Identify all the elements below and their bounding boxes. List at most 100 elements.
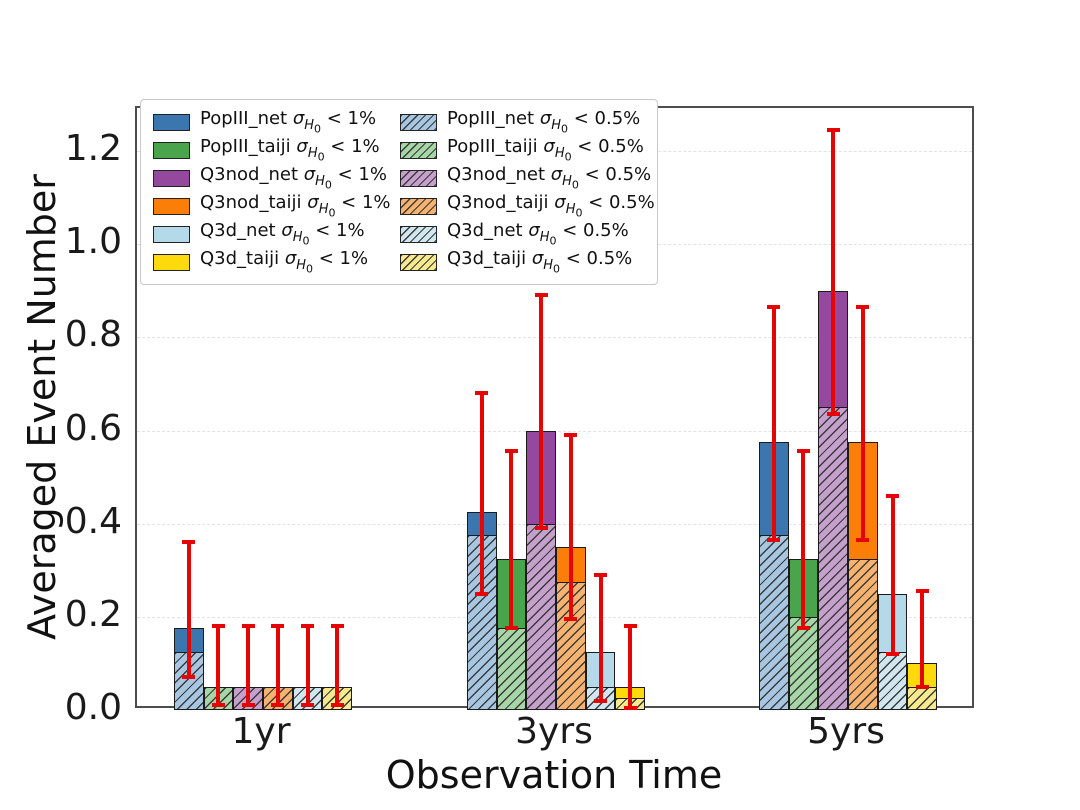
error-cap-top bbox=[211, 624, 225, 629]
error-bar-Q3nod_net-1yr bbox=[246, 626, 251, 706]
error-cap-bottom bbox=[856, 537, 870, 542]
legend-item-Q3d_taiji-solid: Q3d_taiji σH0 < 1% bbox=[153, 248, 400, 276]
error-bar-PopIII_net-5yrs bbox=[771, 307, 776, 540]
error-cap-bottom bbox=[915, 684, 929, 689]
x-tick-1yr: 1yr bbox=[231, 711, 291, 752]
bar-PopIII_taiji-constrained-3yrs bbox=[496, 628, 527, 710]
error-bar-PopIII_net-1yr bbox=[186, 542, 191, 678]
legend-label-PopIII_taiji: PopIII_taiji σH0 < 0.5% bbox=[447, 136, 644, 164]
x-axis-label: Observation Time bbox=[385, 753, 723, 797]
legend-swatch-Q3nod_taiji bbox=[400, 197, 437, 215]
error-bar-PopIII_net-3yrs bbox=[479, 393, 484, 594]
error-cap-top bbox=[271, 624, 285, 629]
bar-Q3nod_taiji-constrained-5yrs bbox=[848, 558, 878, 710]
error-cap-top bbox=[623, 624, 637, 629]
legend-swatch-Q3nod_net bbox=[153, 169, 190, 187]
error-cap-top bbox=[767, 305, 781, 310]
y-tick-0.6: 0.6 bbox=[64, 407, 122, 449]
error-cap-bottom bbox=[271, 703, 285, 708]
y-tick-0.8: 0.8 bbox=[64, 314, 122, 356]
bar-PopIII_net-constrained-5yrs bbox=[758, 535, 789, 710]
legend-swatch-Q3d_net bbox=[400, 225, 437, 243]
error-cap-top bbox=[796, 449, 810, 454]
legend-swatch-Q3d_taiji bbox=[400, 253, 437, 271]
error-cap-bottom bbox=[767, 537, 781, 542]
legend-item-Q3nod_taiji-solid: Q3nod_taiji σH0 < 1% bbox=[153, 192, 400, 220]
legend-swatch-Q3nod_taiji bbox=[153, 197, 190, 215]
bar-PopIII_taiji-constrained-5yrs bbox=[788, 616, 819, 710]
error-cap-bottom bbox=[211, 703, 225, 708]
legend-swatch-PopIII_taiji bbox=[400, 141, 437, 159]
error-cap-bottom bbox=[504, 626, 518, 631]
x-tick-3yrs: 3yrs bbox=[515, 711, 593, 752]
error-bar-PopIII_taiji-5yrs bbox=[801, 451, 806, 629]
error-cap-bottom bbox=[886, 652, 900, 657]
y-tick-1.0: 1.0 bbox=[64, 221, 122, 263]
error-cap-bottom bbox=[182, 675, 196, 680]
legend-label-Q3d_taiji: Q3d_taiji σH0 < 1% bbox=[200, 248, 369, 276]
error-bar-Q3d_net-5yrs bbox=[890, 495, 895, 655]
error-cap-top bbox=[534, 293, 548, 298]
legend-item-Q3nod_net-solid: Q3nod_net σH0 < 1% bbox=[153, 164, 400, 192]
error-cap-bottom bbox=[826, 412, 840, 417]
legend-label-PopIII_net: PopIII_net σH0 < 1% bbox=[200, 108, 377, 136]
legend-item-Q3d_net-solid: Q3d_net σH0 < 1% bbox=[153, 220, 400, 248]
legend-swatch-PopIII_net bbox=[400, 113, 437, 131]
legend: PopIII_net σH0 < 1% PopIII_taiji σH0 < 1%… bbox=[140, 99, 658, 285]
y-tick-0.2: 0.2 bbox=[64, 593, 122, 635]
error-cap-top bbox=[594, 572, 608, 577]
legend-label-Q3d_taiji: Q3d_taiji σH0 < 0.5% bbox=[447, 248, 633, 276]
error-cap-top bbox=[915, 589, 929, 594]
error-cap-top bbox=[475, 391, 489, 396]
error-cap-top bbox=[182, 540, 196, 545]
bar-Q3nod_net-constrained-3yrs bbox=[526, 523, 556, 710]
legend-item-Q3d_net-hatched: Q3d_net σH0 < 0.5% bbox=[400, 220, 647, 248]
legend-label-Q3nod_taiji: Q3nod_taiji σH0 < 0.5% bbox=[447, 192, 655, 220]
bar-PopIII_net-constrained-3yrs bbox=[466, 535, 497, 710]
gridline-y-0.8 bbox=[137, 337, 972, 339]
bar-Q3d_net-constrained-5yrs bbox=[877, 651, 908, 710]
error-bar-Q3nod_net-5yrs bbox=[831, 130, 836, 415]
x-tick-5yrs: 5yrs bbox=[807, 711, 885, 752]
error-bar-Q3d_taiji-1yr bbox=[335, 626, 340, 706]
error-cap-top bbox=[564, 433, 578, 438]
legend-label-PopIII_net: PopIII_net σH0 < 0.5% bbox=[447, 108, 641, 136]
error-cap-top bbox=[330, 624, 344, 629]
legend-swatch-Q3d_net bbox=[153, 225, 190, 243]
error-cap-top bbox=[886, 493, 900, 498]
error-cap-top bbox=[856, 305, 870, 310]
bar-Q3d_taiji-constrained-5yrs bbox=[907, 686, 938, 710]
error-cap-bottom bbox=[241, 703, 255, 708]
error-cap-bottom bbox=[594, 698, 608, 703]
legend-item-Q3nod_taiji-hatched: Q3nod_taiji σH0 < 0.5% bbox=[400, 192, 655, 220]
error-cap-bottom bbox=[796, 626, 810, 631]
error-cap-top bbox=[504, 449, 518, 454]
legend-label-Q3d_net: Q3d_net σH0 < 0.5% bbox=[447, 220, 629, 248]
legend-item-Q3nod_net-hatched: Q3nod_net σH0 < 0.5% bbox=[400, 164, 651, 192]
legend-label-Q3nod_net: Q3nod_net σH0 < 0.5% bbox=[447, 164, 652, 192]
error-bar-Q3nod_taiji-5yrs bbox=[860, 307, 865, 540]
legend-label-Q3d_net: Q3d_net σH0 < 1% bbox=[200, 220, 365, 248]
error-cap-top bbox=[301, 624, 315, 629]
error-bar-Q3d_net-3yrs bbox=[598, 574, 603, 701]
y-tick-0.0: 0.0 bbox=[64, 687, 122, 728]
legend-label-Q3nod_net: Q3nod_net σH0 < 1% bbox=[200, 164, 387, 192]
error-bar-PopIII_taiji-3yrs bbox=[509, 451, 514, 629]
y-tick-1.2: 1.2 bbox=[64, 128, 122, 170]
bar-Q3nod_net-constrained-5yrs bbox=[818, 407, 848, 710]
legend-swatch-PopIII_taiji bbox=[153, 141, 190, 159]
legend-item-PopIII_net-solid: PopIII_net σH0 < 1% bbox=[153, 108, 400, 136]
error-bar-Q3d_taiji-5yrs bbox=[920, 591, 925, 687]
legend-item-Q3d_taiji-hatched: Q3d_taiji σH0 < 0.5% bbox=[400, 248, 647, 276]
error-cap-bottom bbox=[475, 591, 489, 596]
error-cap-bottom bbox=[330, 703, 344, 708]
legend-label-PopIII_taiji: PopIII_taiji σH0 < 1% bbox=[200, 136, 380, 164]
legend-item-PopIII_net-hatched: PopIII_net σH0 < 0.5% bbox=[400, 108, 647, 136]
y-tick-0.4: 0.4 bbox=[64, 500, 122, 542]
error-cap-bottom bbox=[623, 705, 637, 710]
legend-item-PopIII_taiji-solid: PopIII_taiji σH0 < 1% bbox=[153, 136, 400, 164]
legend-label-Q3nod_taiji: Q3nod_taiji σH0 < 1% bbox=[200, 192, 391, 220]
error-cap-bottom bbox=[301, 703, 315, 708]
error-cap-top bbox=[826, 128, 840, 133]
legend-swatch-Q3d_taiji bbox=[153, 253, 190, 271]
